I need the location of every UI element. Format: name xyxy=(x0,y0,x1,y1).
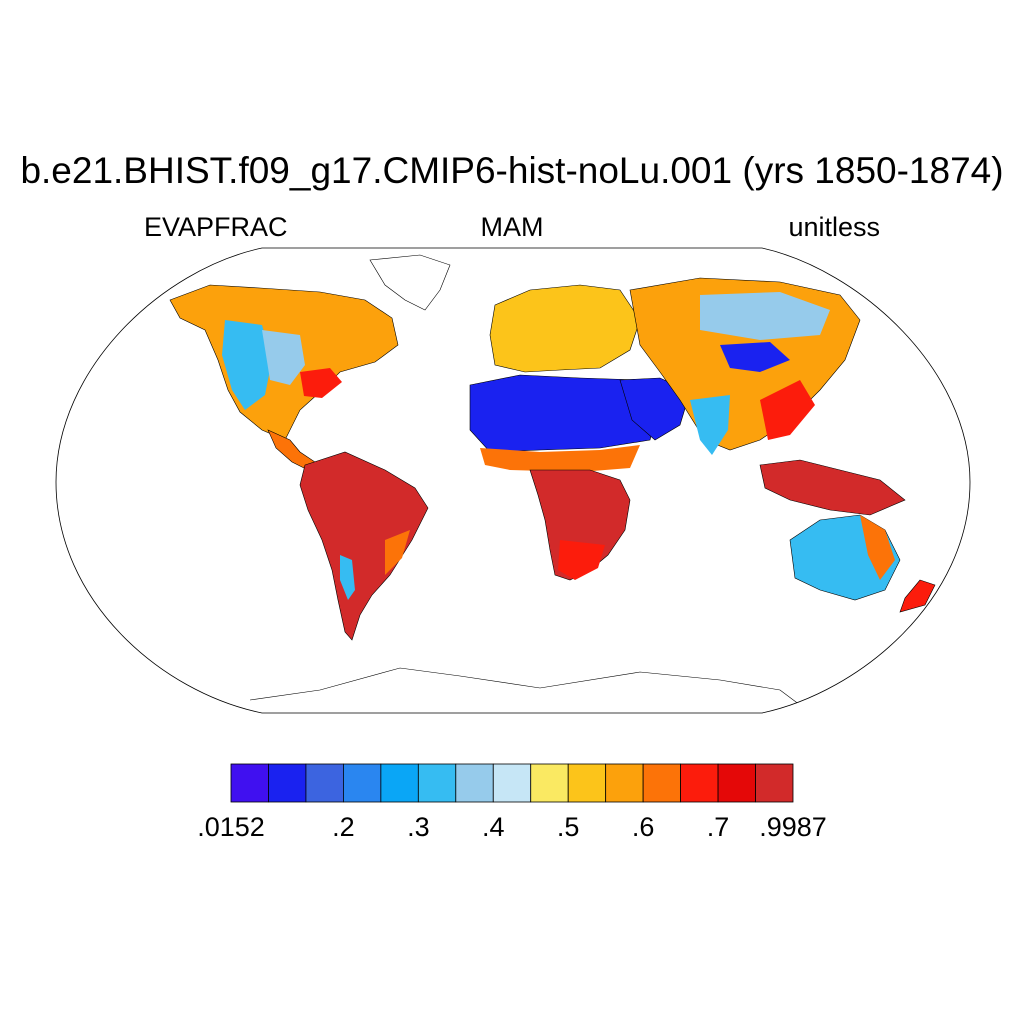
colorbar-box xyxy=(492,763,532,803)
colorbar-box xyxy=(268,763,307,803)
colorbar-box xyxy=(680,763,719,803)
colorbar-label: .7 xyxy=(706,812,730,842)
colorbar-box xyxy=(230,763,269,803)
colorbar-box xyxy=(755,763,794,803)
colorbar-box xyxy=(567,763,607,803)
colorbar-box xyxy=(642,763,682,803)
antarctica-outline xyxy=(249,667,801,706)
colorbar-box xyxy=(342,763,382,803)
colorbar-label: .6 xyxy=(631,812,655,842)
india-region xyxy=(690,395,730,455)
south-america-region xyxy=(299,451,429,641)
arabia-region xyxy=(619,377,691,441)
variable-label: EVAPFRAC xyxy=(144,212,288,242)
colorbar-box xyxy=(455,763,494,803)
colorbar-label: .4 xyxy=(482,812,505,842)
colorbar-box xyxy=(305,763,344,803)
east-asia-wet xyxy=(760,380,815,440)
colorbar-label: .3 xyxy=(407,812,430,842)
europe-region xyxy=(489,284,641,373)
new-zealand-region xyxy=(899,579,936,613)
africa-north-dry xyxy=(469,374,661,453)
colorbar-label: .2 xyxy=(332,812,355,842)
greenland-outline xyxy=(369,254,451,311)
north-america-central xyxy=(262,330,305,385)
colorbar-box xyxy=(380,763,419,803)
north-america-west-dry xyxy=(222,320,272,410)
south-america-margin xyxy=(385,530,410,575)
siberia-region xyxy=(700,292,830,340)
africa-sahel xyxy=(480,445,640,472)
north-america-east-wet xyxy=(300,368,342,398)
colorbar-box xyxy=(605,763,644,803)
south-america-south-dry xyxy=(340,555,355,600)
indonesia-region xyxy=(759,459,906,516)
colorbar-label: .9987 xyxy=(759,812,827,842)
colorbar-box xyxy=(717,763,756,803)
africa-south xyxy=(558,540,605,580)
colorbar xyxy=(230,763,794,803)
page-title: b.e21.BHIST.f09_g17.CMIP6-hist-noLu.001 … xyxy=(20,150,1004,191)
colorbar-box xyxy=(417,763,457,803)
colorbar-label: .5 xyxy=(556,812,580,842)
season-label: MAM xyxy=(480,212,544,242)
australia-coastal-wet xyxy=(860,515,895,580)
units-label: unitless xyxy=(788,212,880,242)
colorbar-label: .0152 xyxy=(197,812,265,842)
colorbar-box xyxy=(530,763,569,803)
tibet-plateau-region xyxy=(720,342,790,372)
